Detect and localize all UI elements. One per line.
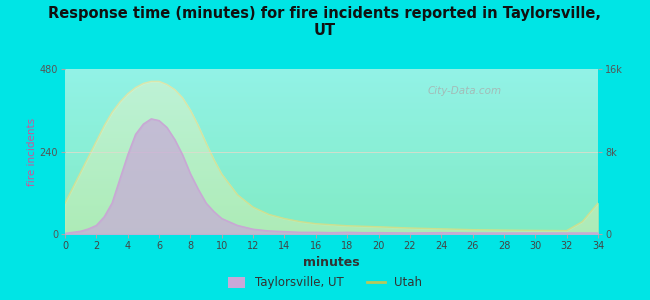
Legend: Taylorsville, UT, Utah: Taylorsville, UT, Utah (223, 272, 427, 294)
Text: City-Data.com: City-Data.com (428, 85, 502, 95)
Text: Response time (minutes) for fire incidents reported in Taylorsville,
UT: Response time (minutes) for fire inciden… (49, 6, 601, 38)
Y-axis label: fire incidents: fire incidents (27, 117, 37, 186)
X-axis label: minutes: minutes (303, 256, 360, 269)
